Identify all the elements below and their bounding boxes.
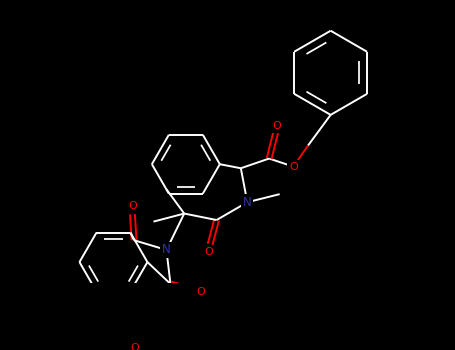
Text: O: O xyxy=(130,343,139,350)
Text: N: N xyxy=(162,244,171,257)
Text: O: O xyxy=(197,287,206,297)
Text: O: O xyxy=(273,121,282,131)
Text: N: N xyxy=(243,196,252,209)
Text: O: O xyxy=(128,201,137,211)
Text: O: O xyxy=(204,247,213,257)
Text: O: O xyxy=(289,162,298,172)
